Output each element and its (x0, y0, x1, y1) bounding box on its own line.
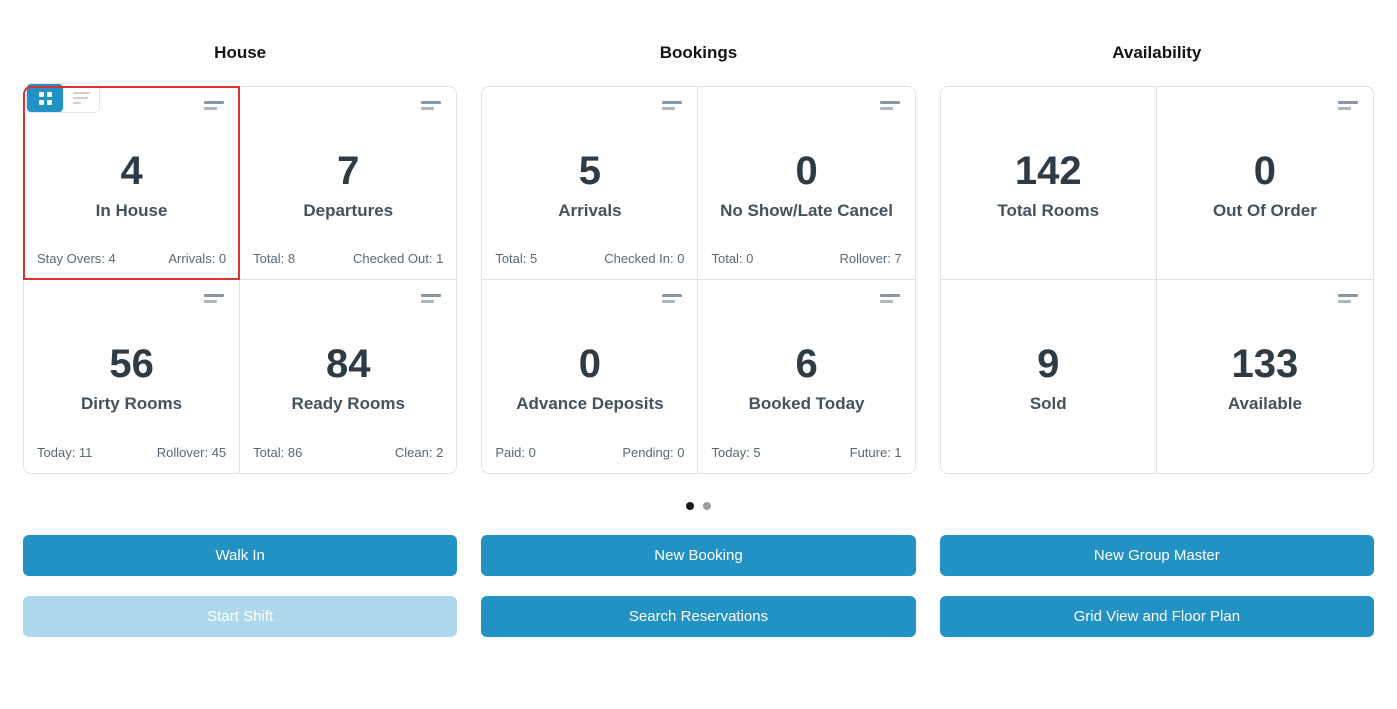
search-reservations-button[interactable]: Search Reservations (481, 596, 916, 637)
card-details-icon[interactable] (662, 101, 683, 110)
card-details-icon[interactable] (662, 294, 683, 303)
stat-label: No Show/Late Cancel (720, 201, 893, 220)
stat-footer-left: Today: 5 (711, 445, 761, 460)
stat-footer: Total: 8 Checked Out: 1 (253, 251, 443, 266)
list-view-icon (72, 92, 90, 104)
stat-card-sold[interactable]: 9 Sold (941, 280, 1157, 473)
bookings-title: Bookings (659, 43, 738, 62)
stat-card-in-house[interactable]: 4 In House Stay Overs: 4 Arrivals: 0 (22, 86, 241, 280)
stat-value: 0 (795, 149, 818, 193)
stat-label: In House (95, 201, 168, 220)
card-details-icon[interactable] (204, 101, 225, 110)
stat-groups: 4 In House Stay Overs: 4 Arrivals: 0 7 D… (0, 86, 1397, 474)
stat-value: 0 (578, 342, 602, 386)
stat-value: 142 (1014, 149, 1082, 193)
stat-footer: Today: 5 Future: 1 (711, 445, 901, 460)
stat-label: Sold (1029, 394, 1067, 413)
stat-label: Dirty Rooms (81, 394, 183, 413)
stat-footer: Total: 86 Clean: 2 (253, 445, 443, 460)
new-group-master-button[interactable]: New Group Master (939, 535, 1374, 576)
stat-value: 84 (325, 342, 371, 386)
stat-card-advance-deposits[interactable]: 0 Advance Deposits Paid: 0 Pending: 0 (482, 280, 699, 473)
stat-footer-right: Future: 1 (849, 445, 902, 460)
house-group: 4 In House Stay Overs: 4 Arrivals: 0 7 D… (22, 86, 458, 474)
stat-footer: Paid: 0 Pending: 0 (495, 445, 684, 460)
pagination-dot[interactable] (686, 502, 694, 510)
stat-card-arrivals[interactable]: 5 Arrivals Total: 5 Checked In: 0 (482, 87, 699, 280)
stat-value: 0 (1253, 149, 1277, 193)
stat-footer-right: Arrivals: 0 (168, 251, 227, 266)
stat-card-dirty-rooms[interactable]: 56 Dirty Rooms Today: 11 Rollover: 45 (24, 280, 241, 473)
card-details-icon[interactable] (879, 294, 900, 303)
stat-footer: Total: 5 Checked In: 0 (495, 251, 684, 266)
grid-view-floor-plan-button[interactable]: Grid View and Floor Plan (939, 596, 1374, 637)
stat-footer-right: Rollover: 45 (156, 445, 227, 460)
pagination-dot[interactable] (703, 502, 711, 510)
stat-card-total-rooms[interactable]: 142 Total Rooms (940, 87, 1157, 280)
new-booking-button[interactable]: New Booking (481, 535, 916, 576)
card-details-icon[interactable] (1338, 294, 1358, 303)
availability-group: 142 Total Rooms 0 Out Of Order 9 Sold (939, 86, 1374, 474)
stat-card-booked-today[interactable]: 6 Booked Today Today: 5 Future: 1 (698, 280, 914, 473)
stat-value: 4 (120, 149, 143, 193)
stat-footer-left: Total: 5 (495, 251, 538, 266)
stat-value: 7 (337, 149, 360, 193)
stat-card-available[interactable]: 133 Available (1157, 280, 1373, 473)
stat-footer-left: Paid: 0 (495, 445, 536, 460)
action-buttons: Walk In New Booking New Group Master Sta… (0, 535, 1397, 637)
walk-in-button[interactable]: Walk In (23, 535, 458, 576)
start-shift-button[interactable]: Start Shift (23, 596, 458, 637)
stat-footer-right: Rollover: 7 (839, 251, 902, 266)
stat-card-departures[interactable]: 7 Departures Total: 8 Checked Out: 1 (240, 87, 457, 280)
stat-label: Ready Rooms (291, 394, 405, 413)
group-titles-row: House Bookings Availability (0, 42, 1397, 64)
carousel-pagination (0, 502, 1397, 510)
stat-footer-left: Today: 11 (37, 445, 93, 460)
bookings-group: 5 Arrivals Total: 5 Checked In: 0 0 No S… (481, 86, 916, 474)
stat-footer-left: Total: 0 (711, 251, 754, 266)
stat-footer: Total: 0 Rollover: 7 (711, 251, 901, 266)
card-details-icon[interactable] (421, 101, 442, 110)
stat-label: Departures (303, 201, 394, 220)
stat-footer: Stay Overs: 4 Arrivals: 0 (37, 251, 226, 266)
stat-label: Arrivals (558, 201, 622, 220)
stat-footer: Today: 11 Rollover: 45 (37, 445, 226, 460)
availability-title: Availability (1112, 43, 1202, 62)
stat-footer-right: Checked Out: 1 (353, 251, 444, 266)
stat-footer-right: Pending: 0 (622, 445, 685, 460)
stat-value: 9 (1037, 342, 1060, 386)
stat-label: Advance Deposits (516, 394, 664, 413)
stat-footer-right: Clean: 2 (394, 445, 444, 460)
stat-footer-left: Stay Overs: 4 (37, 251, 116, 266)
grid-view-button[interactable] (27, 84, 63, 112)
stat-footer-left: Total: 86 (253, 445, 303, 460)
stat-footer-left: Total: 8 (253, 251, 296, 266)
stat-value: 56 (109, 342, 154, 386)
stat-label: Total Rooms (997, 201, 1100, 220)
view-toggle (26, 83, 100, 113)
stat-card-out-of-order[interactable]: 0 Out Of Order (1156, 87, 1373, 280)
stat-label: Out Of Order (1212, 201, 1317, 220)
card-details-icon[interactable] (879, 101, 900, 110)
grid-view-icon (38, 91, 52, 105)
card-details-icon[interactable] (421, 294, 442, 303)
list-view-button[interactable] (63, 84, 99, 112)
card-details-icon[interactable] (204, 294, 225, 303)
stat-value: 6 (795, 342, 818, 386)
house-title: House (214, 43, 267, 62)
stat-value: 5 (578, 149, 602, 193)
card-details-icon[interactable] (1338, 101, 1358, 110)
stat-label: Available (1227, 394, 1302, 413)
stat-card-no-show-late-cancel[interactable]: 0 No Show/Late Cancel Total: 0 Rollover:… (698, 87, 915, 280)
stat-value: 133 (1231, 342, 1299, 386)
stat-label: Booked Today (748, 394, 865, 413)
dashboard-page: House Bookings Availability 4 In House S… (0, 42, 1397, 709)
stat-footer-right: Checked In: 0 (604, 251, 685, 266)
stat-card-ready-rooms[interactable]: 84 Ready Rooms Total: 86 Clean: 2 (240, 280, 456, 473)
